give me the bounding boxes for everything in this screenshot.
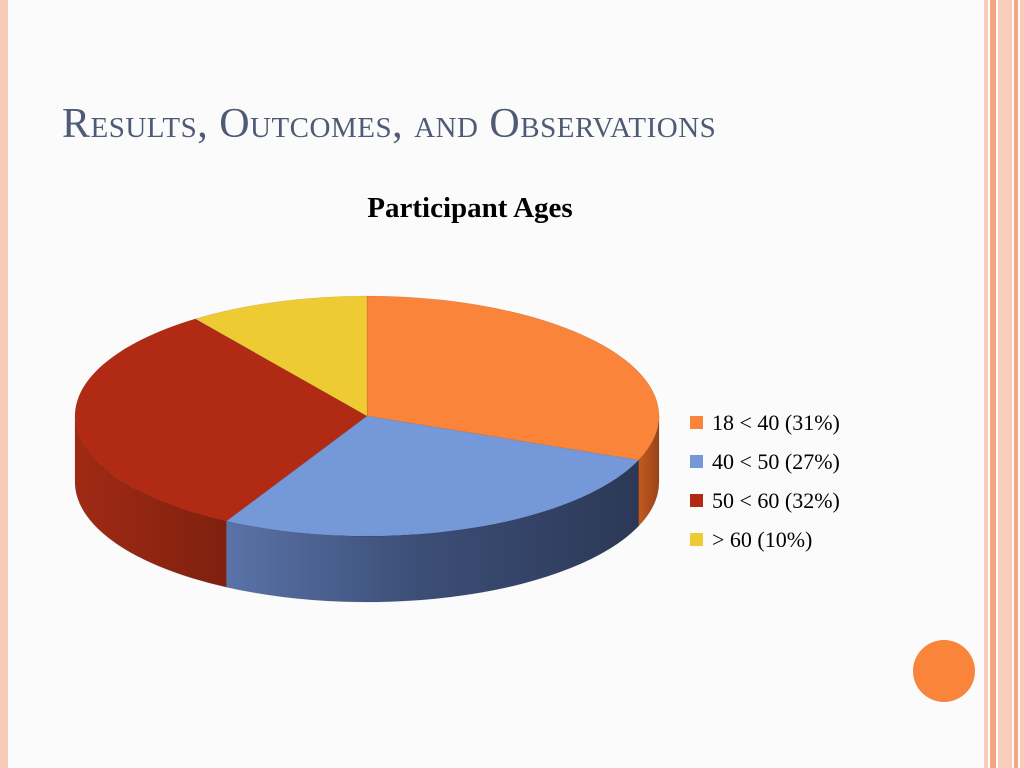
legend-label: 18 < 40 (31%) <box>712 409 840 435</box>
pie-slice-40-50 <box>225 415 640 537</box>
right-decorative-stripes <box>976 0 1024 768</box>
left-accent-bar <box>0 0 8 768</box>
legend-swatch-orange <box>690 416 703 429</box>
legend-item: 18 < 40 (31%) <box>690 403 840 442</box>
legend-label: 50 < 60 (32%) <box>712 487 840 513</box>
legend-label: > 60 (10%) <box>712 526 813 552</box>
legend-swatch-yellow <box>690 533 703 546</box>
legend-item: 50 < 60 (32%) <box>690 481 840 520</box>
chart-title: Participant Ages <box>367 192 573 224</box>
legend-item: > 60 (10%) <box>690 520 840 559</box>
pie-top-faces <box>74 295 660 537</box>
pie-slice-18-40 <box>366 295 660 461</box>
orange-circle-decoration <box>913 640 975 702</box>
pie-slice-over-60 <box>194 295 368 417</box>
slide-title: Results, Outcomes, and Observations <box>62 101 717 147</box>
legend-label: 40 < 50 (27%) <box>712 448 840 474</box>
legend-swatch-red <box>690 494 703 507</box>
legend-item: 40 < 50 (27%) <box>690 442 840 481</box>
legend-swatch-blue <box>690 455 703 468</box>
chart-legend: 18 < 40 (31%) 40 < 50 (27%) 50 < 60 (32%… <box>690 403 840 559</box>
pie-slice-50-60 <box>74 318 368 522</box>
